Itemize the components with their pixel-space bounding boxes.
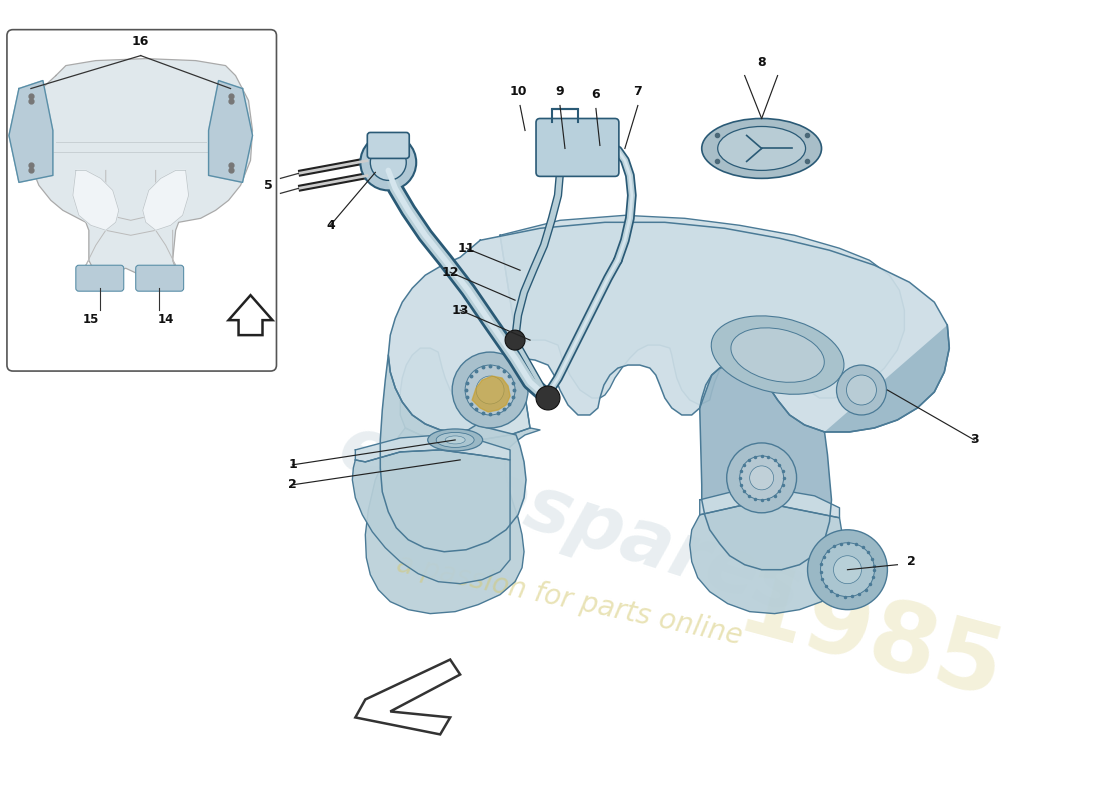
Text: 12: 12 [441,266,459,278]
Circle shape [750,466,773,490]
Polygon shape [26,58,253,275]
Polygon shape [700,325,949,570]
Text: 13: 13 [451,304,469,317]
Circle shape [739,456,783,500]
FancyBboxPatch shape [367,133,409,158]
Polygon shape [388,222,949,432]
Text: 4: 4 [326,219,334,232]
Text: 1: 1 [288,458,297,471]
Circle shape [727,443,796,513]
Text: 7: 7 [634,85,642,98]
Ellipse shape [446,436,465,444]
Ellipse shape [428,429,483,451]
Polygon shape [700,490,839,518]
Circle shape [371,145,406,180]
Text: a passion for parts online: a passion for parts online [395,550,746,650]
Polygon shape [355,659,460,734]
Circle shape [476,376,504,404]
Polygon shape [690,506,845,614]
Text: 8: 8 [757,55,766,69]
Circle shape [505,330,525,350]
Polygon shape [143,170,188,230]
Circle shape [465,365,515,415]
Text: 10: 10 [509,85,527,98]
Polygon shape [73,170,119,230]
Circle shape [847,375,877,405]
Circle shape [361,134,416,190]
FancyBboxPatch shape [536,118,619,176]
Polygon shape [352,450,510,584]
Circle shape [807,530,888,610]
Polygon shape [400,215,904,440]
Polygon shape [472,376,510,412]
Polygon shape [209,81,253,182]
Text: 15: 15 [82,313,99,326]
Text: 16: 16 [132,34,150,48]
FancyBboxPatch shape [7,30,276,371]
Text: 2: 2 [288,478,297,491]
Circle shape [834,556,861,584]
Polygon shape [9,81,53,182]
Text: 2: 2 [908,555,916,568]
Circle shape [836,365,887,415]
Circle shape [452,352,528,428]
Ellipse shape [712,316,844,394]
FancyBboxPatch shape [76,266,123,291]
Bar [280,200,1100,800]
Circle shape [536,386,560,410]
Polygon shape [229,295,273,335]
Text: 5: 5 [264,179,273,192]
Ellipse shape [717,126,805,170]
Polygon shape [381,355,526,552]
Ellipse shape [437,433,474,447]
Ellipse shape [702,118,822,178]
Text: 3: 3 [970,434,979,446]
Polygon shape [365,235,540,614]
Ellipse shape [730,328,824,382]
Text: 1985: 1985 [727,560,1012,719]
Text: 6: 6 [592,87,601,101]
Text: eurospares: eurospares [329,410,811,630]
Text: 14: 14 [157,313,174,326]
Text: 11: 11 [458,242,475,254]
Polygon shape [355,435,510,462]
FancyBboxPatch shape [135,266,184,291]
Circle shape [821,542,875,597]
Text: 9: 9 [556,85,564,98]
